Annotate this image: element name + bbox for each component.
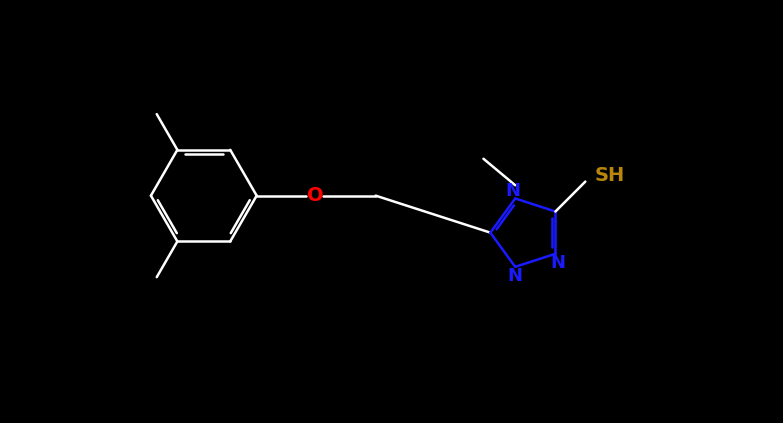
Text: N: N [505,181,520,200]
Text: SH: SH [594,166,625,185]
Text: O: O [306,186,323,205]
Text: N: N [550,254,565,272]
Text: N: N [507,267,523,286]
